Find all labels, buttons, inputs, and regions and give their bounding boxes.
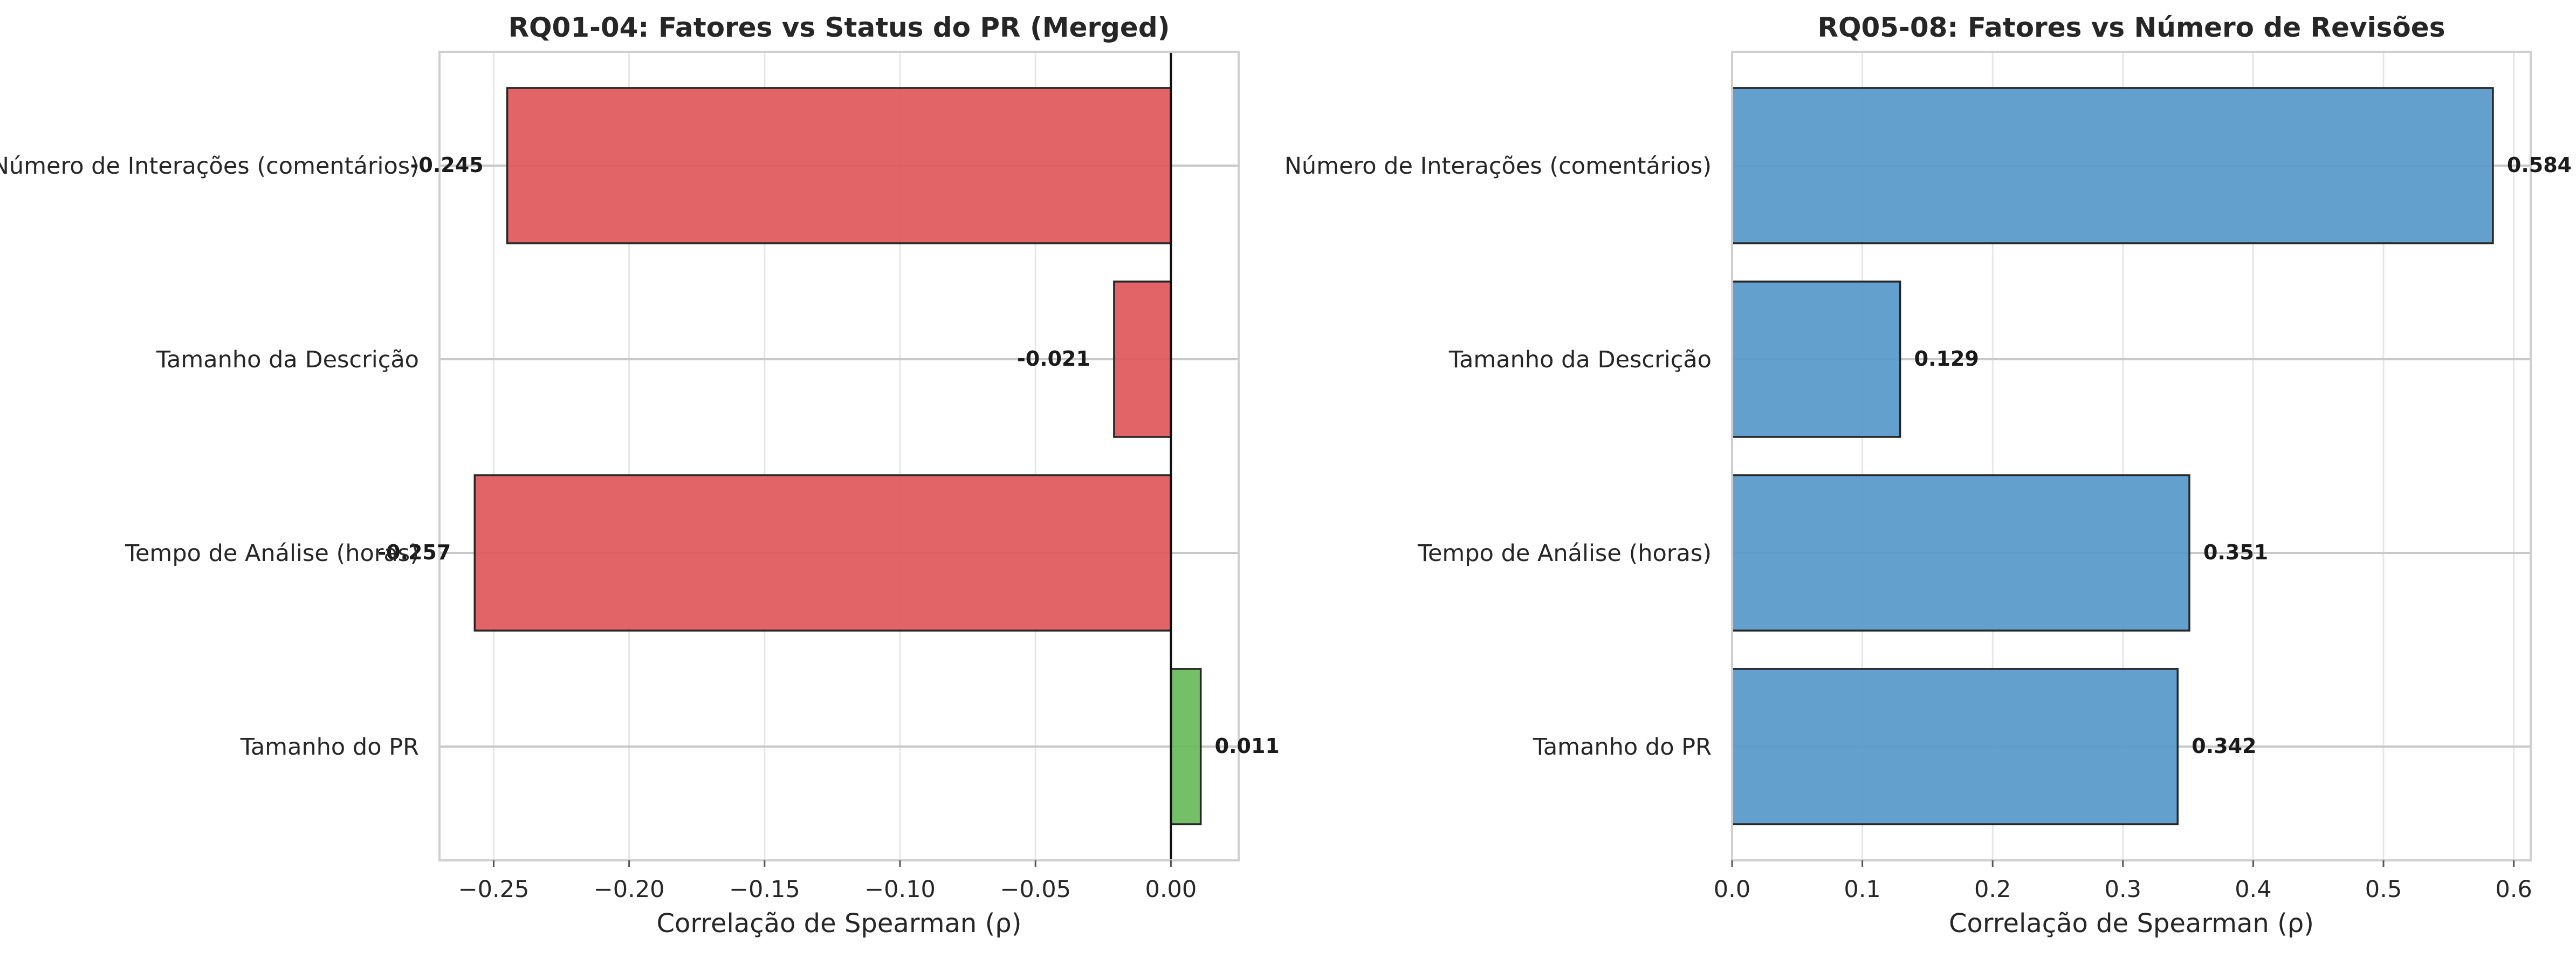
value-label: 0.584	[2507, 153, 2572, 177]
value-label: 0.342	[2192, 734, 2256, 758]
y-tick-label: Número de Interações (comentários)	[1284, 153, 1712, 180]
value-label: -0.021	[1017, 347, 1090, 371]
chart-title: RQ05-08: Fatores vs Número de Revisões	[1818, 12, 2446, 43]
x-tick-label: 0.3	[2105, 876, 2141, 903]
y-tick-label: Tempo de Análise (horas)	[125, 540, 419, 567]
chart-title: RQ01-04: Fatores vs Status do PR (Merged…	[509, 12, 1170, 43]
y-tick-label: Tamanho do PR	[1533, 734, 1712, 761]
value-label: 0.129	[1914, 347, 1979, 371]
x-tick-label: 0.00	[1145, 876, 1197, 903]
x-tick-label: −0.25	[458, 876, 530, 903]
y-tick-label: Tamanho da Descrição	[156, 346, 419, 373]
x-tick-label: 0.4	[2235, 876, 2271, 903]
x-tick-label: −0.10	[864, 876, 936, 903]
y-tick-label: Tamanho da Descrição	[1448, 346, 1712, 373]
x-tick-label: −0.05	[1000, 876, 1071, 903]
x-axis-label: Correlação de Spearman (ρ)	[657, 908, 1022, 939]
x-tick-label: 0.5	[2365, 876, 2402, 903]
x-tick-label: 0.0	[1714, 876, 1750, 903]
y-tick-label: Tamanho do PR	[240, 734, 419, 761]
value-label: 0.351	[2203, 540, 2268, 564]
chart-panel-review-count: 0.584 0.129 0.351 0.342 Número de Interações…	[1284, 12, 2572, 939]
x-tick-label: −0.15	[729, 876, 800, 903]
bar-tamanho-da-descricao	[1113, 280, 1172, 438]
chart-panel-merged-status: -0.245 -0.021 -0.257 0.011 Número de Interaç…	[0, 12, 1280, 939]
y-tick-label: Número de Interações (comentários)	[0, 153, 419, 180]
x-tick-label: 0.2	[1974, 876, 2011, 903]
bar-tamanho-do-pr	[1170, 668, 1202, 825]
value-label: 0.011	[1215, 734, 1280, 758]
x-tick-label: −0.20	[594, 876, 665, 903]
axes-frame	[1731, 51, 2532, 861]
y-tick-label: Tempo de Análise (horas)	[1417, 540, 1712, 567]
bar-tempo-de-analise-horas	[1731, 474, 2190, 632]
value-label: -0.257	[377, 540, 451, 564]
x-tick-label: 0.1	[1844, 876, 1880, 903]
bar-numero-de-interacoes-comentarios	[1731, 87, 2494, 244]
bar-tamanho-da-descricao	[1731, 280, 1901, 438]
x-tick-label: 0.6	[2495, 876, 2532, 903]
bar-numero-de-interacoes-comentarios	[506, 87, 1172, 244]
x-axis-label: Correlação de Spearman (ρ)	[1949, 908, 2314, 939]
bar-tamanho-do-pr	[1731, 668, 2179, 825]
axes-frame	[438, 51, 1240, 861]
value-label: -0.245	[410, 153, 484, 177]
bar-tempo-de-analise-horas	[473, 474, 1172, 632]
